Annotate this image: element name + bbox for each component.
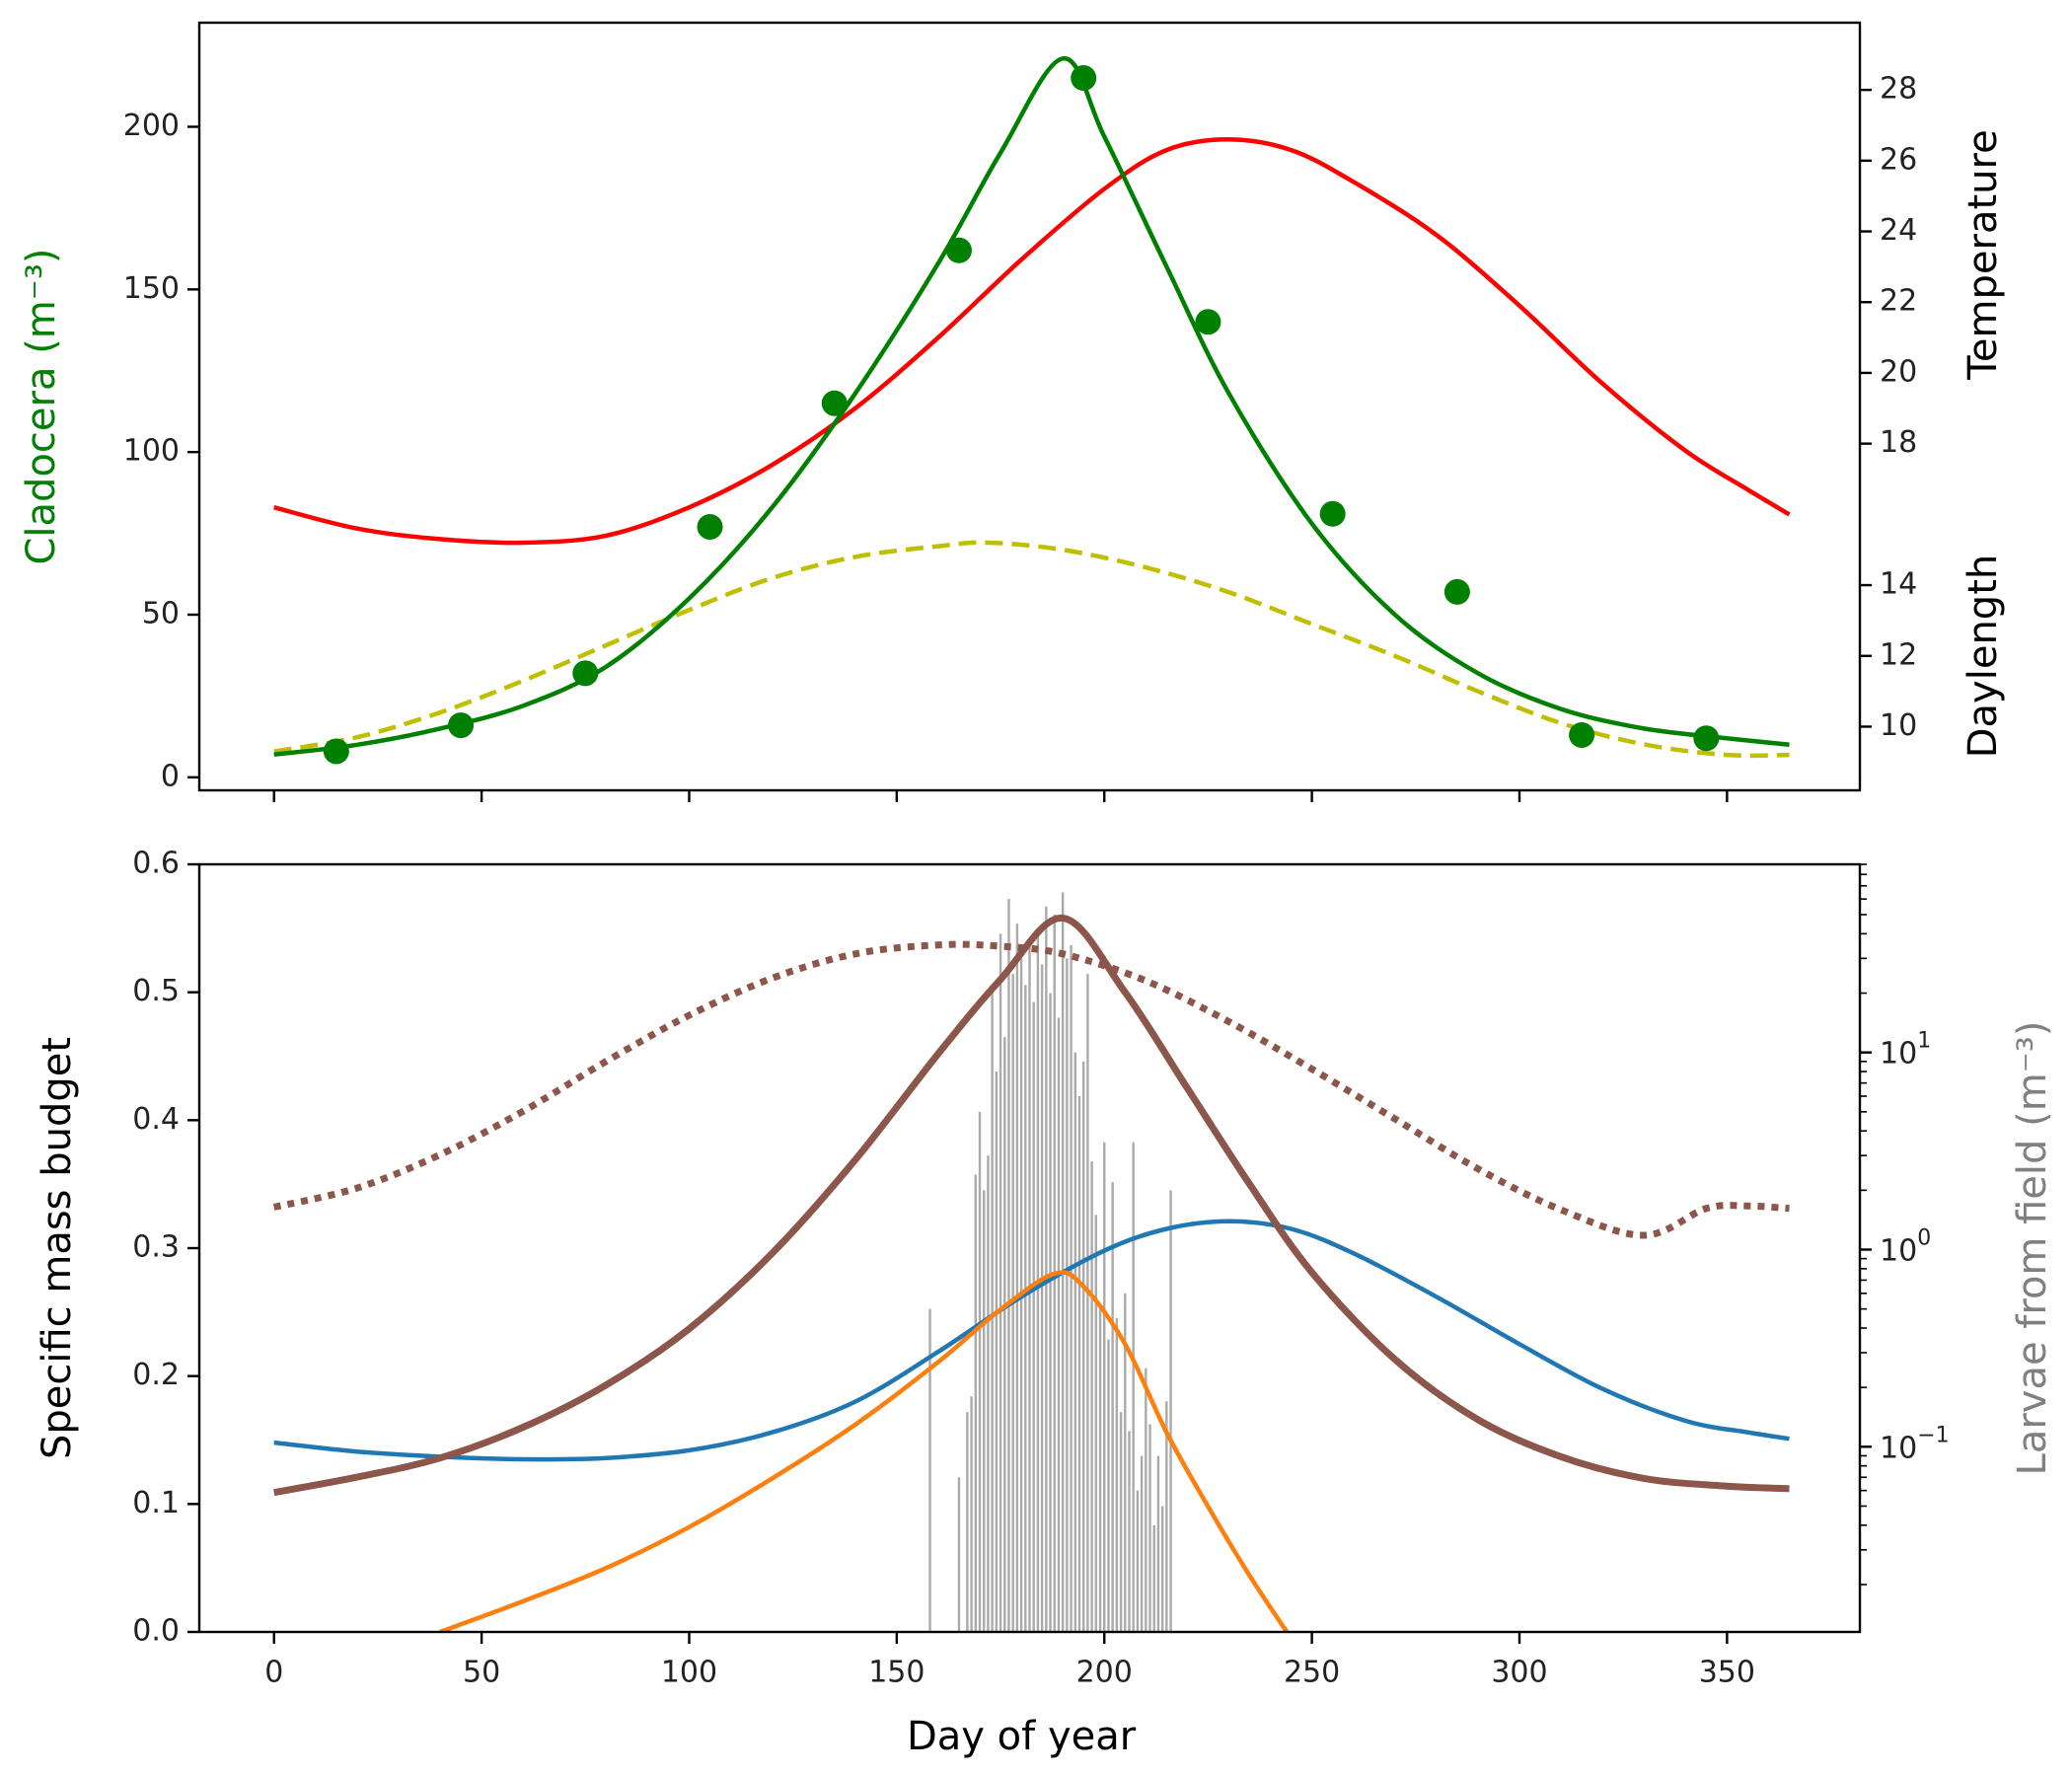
specific-mass-budget-axis-label: Specific mass budget <box>35 1037 80 1459</box>
cladocera-axis-label: Cladocera (m⁻³) <box>19 248 64 564</box>
x-tick-label: 50 <box>463 1656 500 1690</box>
budget-tick-label: 0.1 <box>132 1486 180 1520</box>
x-tick-label: 150 <box>868 1656 925 1690</box>
cladocera-data-point <box>945 237 972 263</box>
x-tick-label: 350 <box>1699 1656 1755 1690</box>
larvae-tick-label: 100 <box>1880 1225 1931 1268</box>
right-tick-label: 22 <box>1880 284 1917 319</box>
cladocera-tick-label: 50 <box>142 596 180 630</box>
cladocera-data-point <box>1693 725 1720 752</box>
right-tick-label: 10 <box>1880 708 1917 743</box>
right-tick-label: 26 <box>1880 142 1917 177</box>
cladocera-tick-label: 0 <box>161 759 180 793</box>
cladocera-data-point <box>697 513 723 540</box>
budget-tick-label: 0.0 <box>132 1614 180 1649</box>
x-tick-label: 0 <box>264 1656 283 1690</box>
daylength-axis-label: Daylength <box>1961 555 2006 758</box>
right-tick-label: 24 <box>1880 213 1917 248</box>
daylength-line <box>273 540 1790 759</box>
orange-solid-line <box>439 1270 1290 1632</box>
x-tick-label: 300 <box>1491 1656 1547 1690</box>
budget-tick-label: 0.5 <box>132 974 180 1008</box>
right-tick-label: 28 <box>1880 72 1917 107</box>
cladocera-data-point <box>1569 721 1595 748</box>
cladocera-data-point <box>1319 500 1346 527</box>
budget-tick-label: 0.3 <box>132 1230 180 1265</box>
temperature-line <box>273 137 1791 546</box>
right-tick-label: 20 <box>1880 354 1917 389</box>
cladocera-data-point <box>572 660 599 687</box>
budget-tick-label: 0.4 <box>132 1102 180 1137</box>
right-tick-label: 14 <box>1880 567 1917 602</box>
cladocera-tick-label: 100 <box>123 434 180 469</box>
budget-tick-label: 0.2 <box>132 1358 180 1392</box>
cladocera-data-point <box>1071 65 1097 92</box>
cladocera-tick-label: 150 <box>123 271 180 306</box>
right-tick-label: 18 <box>1880 425 1917 460</box>
right-tick-label: 12 <box>1880 637 1917 672</box>
brown-dotted-line <box>272 940 1790 1239</box>
blue-solid-line <box>273 1219 1790 1462</box>
x-tick-label: 200 <box>1076 1656 1133 1690</box>
x-tick-label: 250 <box>1284 1656 1340 1690</box>
larvae-tick-label: 101 <box>1880 1029 1931 1072</box>
cladocera-data-point <box>448 712 475 739</box>
cladocera-model-line <box>273 56 1790 757</box>
larvae-tick-label: 10−1 <box>1880 1423 1950 1465</box>
cladocera-tick-label: 200 <box>123 109 180 143</box>
cladocera-data-point <box>1443 578 1470 605</box>
brown-solid-line <box>273 915 1790 1497</box>
x-tick-label: 100 <box>661 1656 717 1690</box>
larvae-axis-label: Larvae from field (m⁻³) <box>2010 1021 2055 1476</box>
cladocera-data-point <box>1195 309 1221 335</box>
top-panel: 0 50 100 150 200 18 20 22 24 26 28 10 12 14 Cladocer… <box>19 21 2006 802</box>
top-plot-frame <box>197 21 1862 792</box>
day-of-year-axis-label: Day of year <box>907 1714 1137 1759</box>
temperature-axis-label: Temperature <box>1961 129 2006 380</box>
budget-tick-label: 0.6 <box>132 847 180 881</box>
cladocera-data-point <box>821 390 848 416</box>
cladocera-data-point <box>323 738 349 765</box>
bottom-panel: 0 50 100 150 200 250 300 350 0.0 0.1 0.2 0.3 0.4 0.5… <box>35 847 2055 1760</box>
